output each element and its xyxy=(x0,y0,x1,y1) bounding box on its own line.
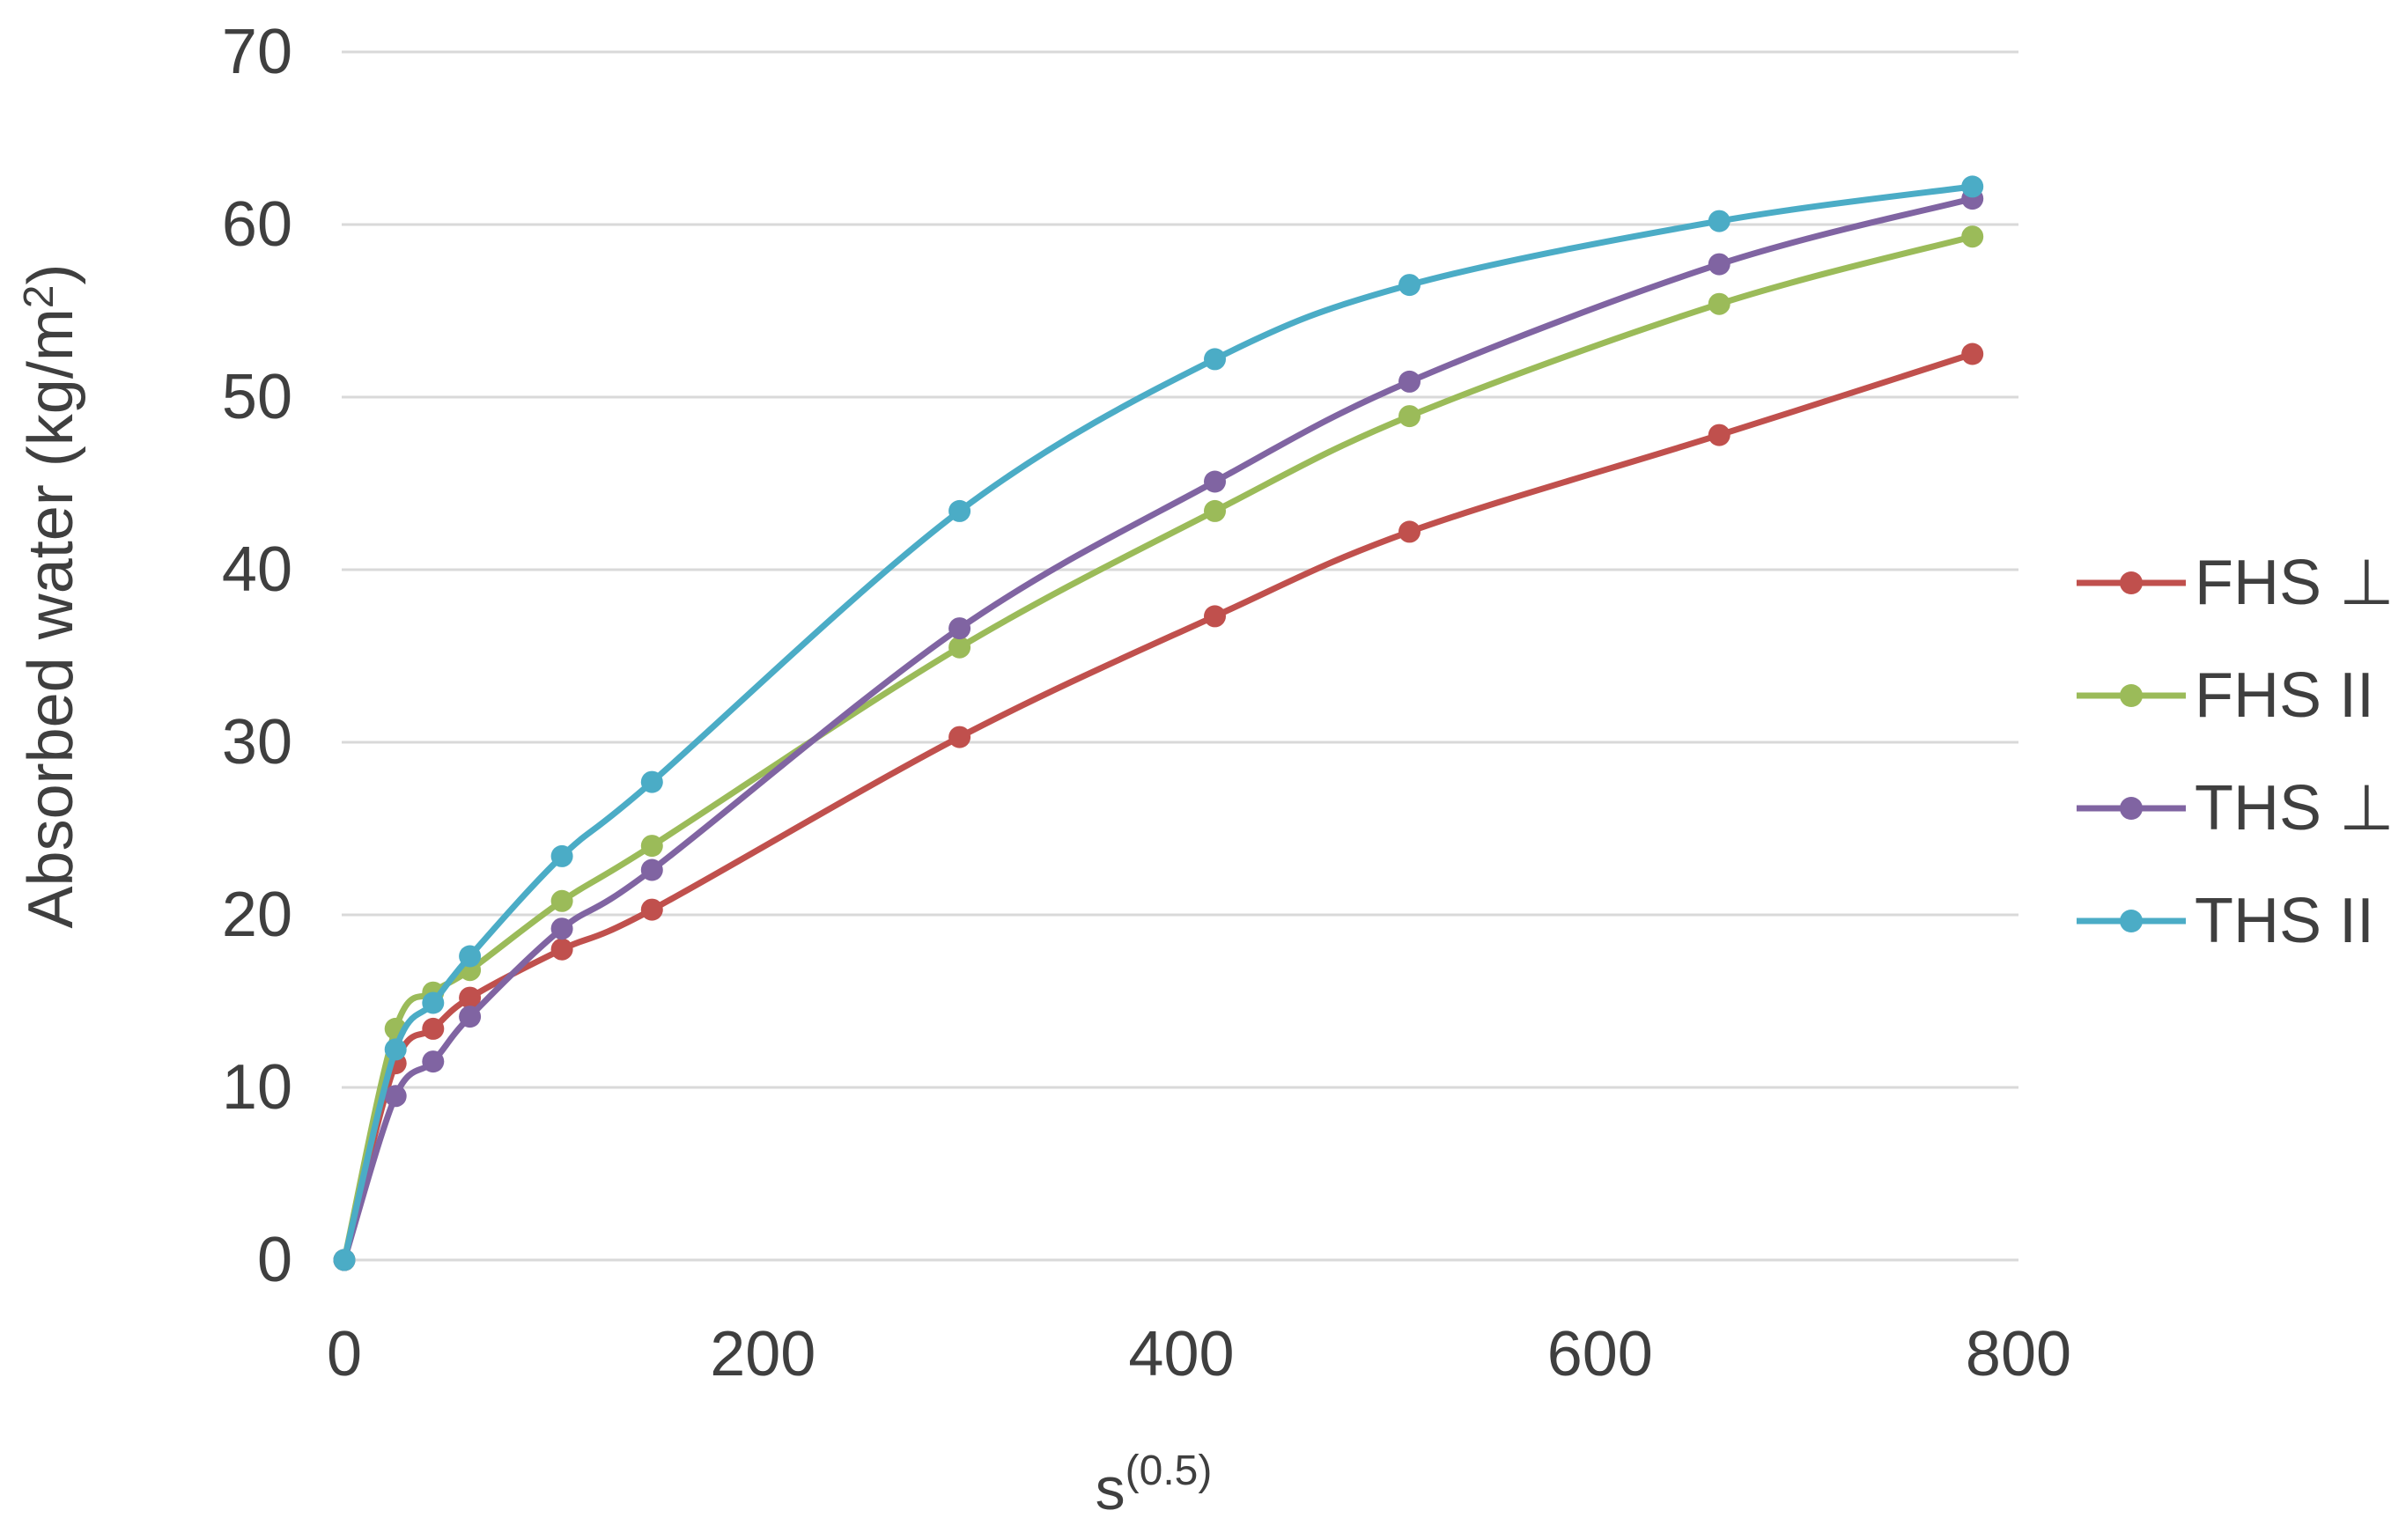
legend-swatch-marker xyxy=(2120,684,2143,707)
series-line-fhs-perp xyxy=(341,350,1976,1264)
series-layer xyxy=(333,175,1984,1271)
data-point-fhs-par xyxy=(1398,405,1421,428)
y-tick-label: 50 xyxy=(222,362,292,432)
y-tick-label: 0 xyxy=(257,1225,292,1295)
series-ths-perp xyxy=(333,188,1984,1271)
data-point-ths-par xyxy=(459,945,482,968)
data-point-ths-par xyxy=(333,1249,356,1271)
data-point-fhs-par xyxy=(948,636,971,659)
data-point-ths-perp xyxy=(1204,470,1226,493)
x-axis-title: s(0.5) xyxy=(1096,1448,1213,1522)
data-point-ths-perp xyxy=(948,617,971,640)
x-tick-label: 400 xyxy=(1128,1319,1234,1389)
data-point-fhs-perp xyxy=(1204,605,1226,628)
y-axis-title: Absorbed water (kg/m2) xyxy=(16,264,86,929)
legend-label: THS ⊥ xyxy=(2195,773,2391,844)
data-point-fhs-par xyxy=(1708,292,1731,315)
data-point-fhs-perp xyxy=(1961,343,1984,365)
y-tick-label: 10 xyxy=(222,1052,292,1123)
series-fhs-perp xyxy=(333,343,1984,1271)
y-tick-label: 40 xyxy=(222,534,292,605)
data-point-fhs-perp xyxy=(640,898,663,921)
x-axis-tick-labels: 0 200 400 600 800 xyxy=(327,1319,2071,1389)
data-point-fhs-par xyxy=(640,835,663,858)
data-point-ths-perp xyxy=(459,1006,482,1028)
data-point-ths-par xyxy=(640,770,663,793)
y-tick-label: 70 xyxy=(222,17,292,87)
data-point-fhs-par xyxy=(550,889,573,912)
x-tick-label: 0 xyxy=(327,1319,362,1389)
data-point-ths-perp xyxy=(422,1050,445,1073)
data-point-ths-par xyxy=(1708,210,1731,232)
data-point-fhs-par xyxy=(1961,225,1984,248)
legend-swatch-marker xyxy=(2120,797,2143,820)
y-tick-label: 30 xyxy=(222,707,292,777)
series-ths-par xyxy=(333,175,1984,1271)
data-point-ths-perp xyxy=(1708,253,1731,276)
legend-label: FHS II xyxy=(2195,660,2374,731)
y-tick-label: 60 xyxy=(222,189,292,260)
data-point-fhs-perp xyxy=(550,938,573,961)
gridlines xyxy=(342,50,2018,1262)
data-point-ths-perp xyxy=(640,858,663,881)
data-point-ths-par xyxy=(1961,175,1984,198)
data-point-fhs-perp xyxy=(1708,424,1731,446)
legend-item-fhs-par: FHS II xyxy=(2077,660,2374,731)
legend-item-ths-perp: THS ⊥ xyxy=(2077,773,2391,844)
data-point-ths-par xyxy=(948,499,971,522)
data-point-ths-par xyxy=(550,844,573,867)
x-tick-label: 600 xyxy=(1547,1319,1653,1389)
data-point-fhs-perp xyxy=(1398,520,1421,543)
legend-label: THS II xyxy=(2195,886,2374,956)
data-point-ths-par xyxy=(422,991,445,1014)
series-fhs-par xyxy=(333,225,1984,1271)
data-point-fhs-perp xyxy=(948,726,971,748)
data-point-fhs-par xyxy=(1204,499,1226,522)
data-point-fhs-perp xyxy=(422,1017,445,1040)
series-line-ths-par xyxy=(341,183,1976,1264)
legend-item-fhs-perp: FHS ⊥ xyxy=(2077,548,2391,618)
x-tick-label: 800 xyxy=(1966,1319,2071,1389)
legend-swatch-marker xyxy=(2120,910,2143,932)
y-axis-tick-labels: 0 10 20 30 40 50 60 70 xyxy=(222,17,292,1295)
legend-item-ths-par: THS II xyxy=(2077,886,2374,956)
data-point-fhs-perp xyxy=(459,986,482,1009)
legend: FHS ⊥ FHS II THS ⊥ THS II xyxy=(2077,548,2391,956)
data-point-ths-par xyxy=(1204,348,1226,371)
data-point-ths-perp xyxy=(550,917,573,940)
data-point-ths-par xyxy=(384,1038,407,1061)
series-line-ths-perp xyxy=(341,195,1976,1264)
data-point-ths-perp xyxy=(1398,370,1421,393)
legend-swatch-marker xyxy=(2120,571,2143,594)
x-tick-label: 200 xyxy=(710,1319,815,1389)
legend-label: FHS ⊥ xyxy=(2195,548,2391,618)
y-tick-label: 20 xyxy=(222,880,292,950)
data-point-ths-par xyxy=(1398,274,1421,297)
data-point-ths-perp xyxy=(384,1085,407,1108)
